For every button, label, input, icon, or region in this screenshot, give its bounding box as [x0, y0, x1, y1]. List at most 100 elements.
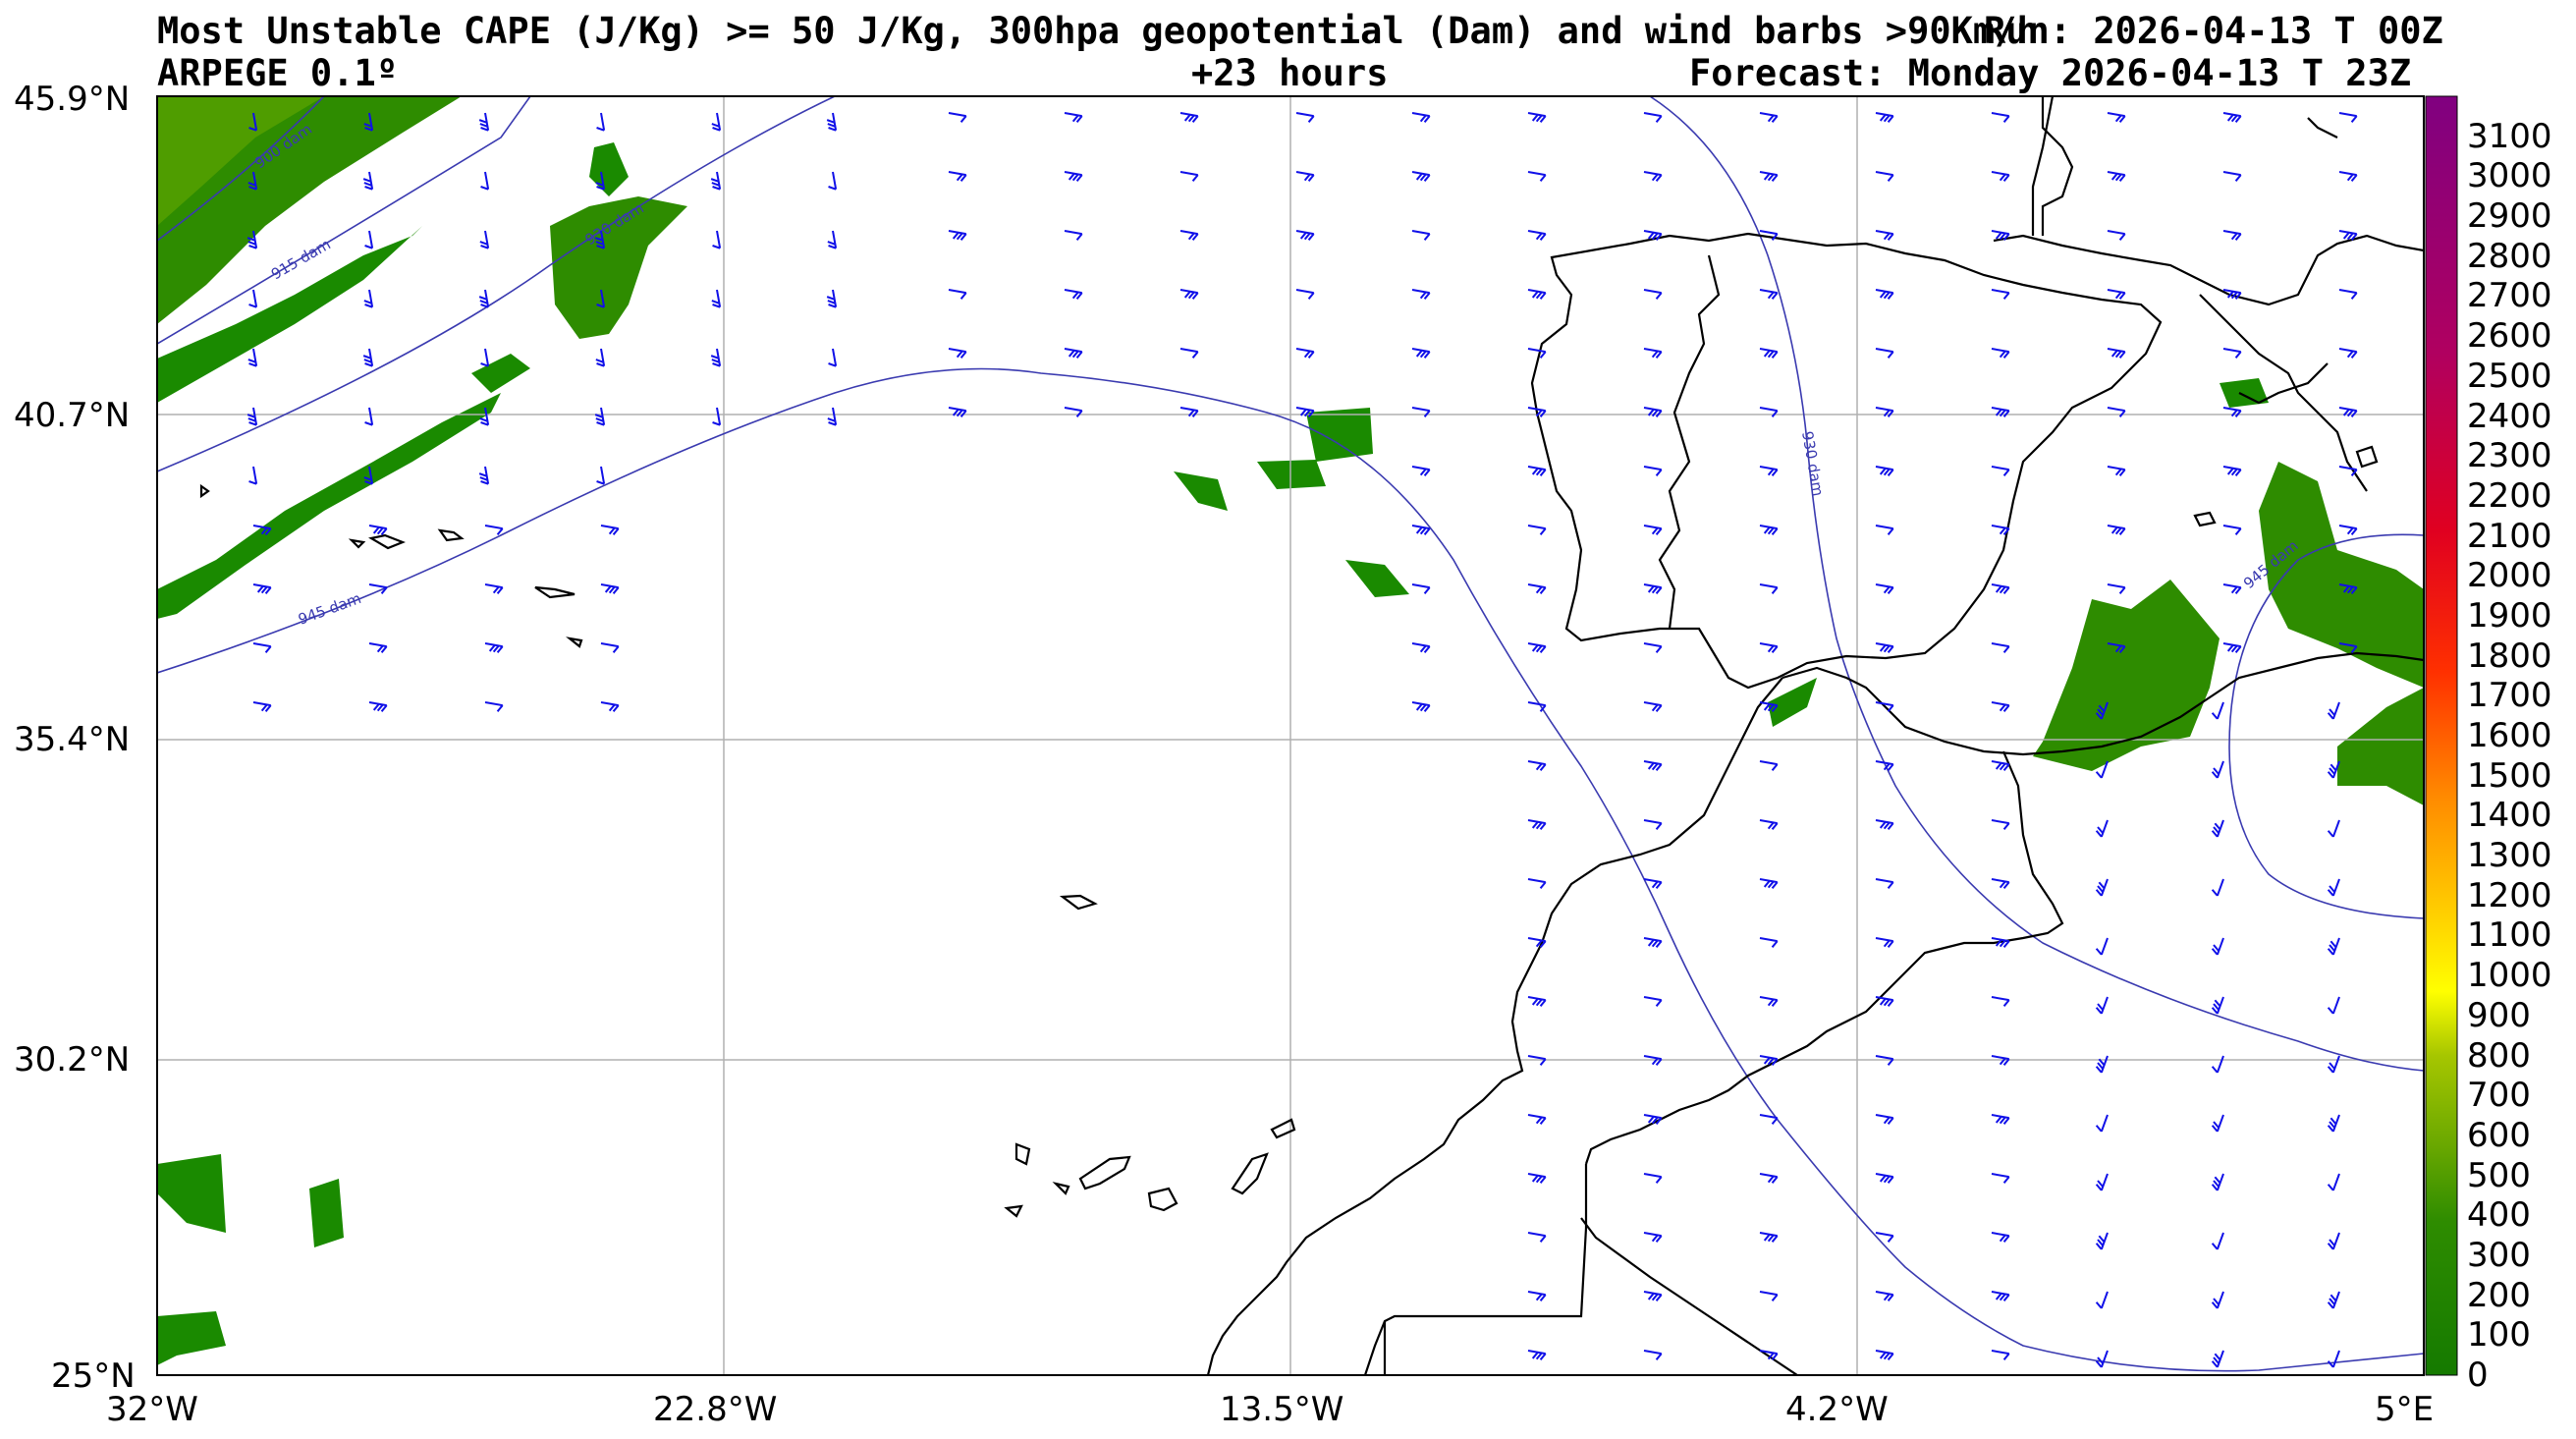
colorbar-tick-label: 200	[2467, 1275, 2531, 1315]
wind-barb	[2222, 289, 2242, 300]
wind-barb	[252, 525, 272, 535]
wind-barb	[1527, 642, 1547, 653]
colorbar-tick-label: 2200	[2467, 475, 2552, 516]
wind-barb	[1991, 1350, 2010, 1360]
wind-barb	[2107, 642, 2126, 653]
wind-barb	[1991, 760, 2010, 771]
wind-barb	[2222, 525, 2242, 535]
wind-barb	[1991, 348, 2010, 359]
colorbar-tick-label: 1100	[2467, 915, 2552, 956]
wind-barb	[1643, 171, 1663, 182]
wind-barb	[826, 112, 838, 132]
wind-barb	[1875, 112, 1894, 123]
wind-barb	[1643, 289, 1663, 300]
wind-barb	[1875, 583, 1894, 594]
colorbar-tick-label: 500	[2467, 1155, 2531, 1195]
wind-barb	[368, 583, 388, 594]
wind-barb	[2211, 878, 2224, 897]
wind-barb	[1527, 230, 1547, 241]
wind-barb	[2327, 1055, 2340, 1074]
colorbar-tick-label: 1000	[2467, 956, 2552, 996]
wind-barb	[1643, 407, 1663, 417]
wind-barb	[2222, 348, 2242, 359]
wind-barb	[2211, 1055, 2224, 1074]
wind-barb	[1991, 407, 2010, 417]
wind-barb	[1411, 583, 1431, 594]
wind-barb	[1875, 760, 1894, 771]
wind-barb	[1875, 1114, 1894, 1125]
wind-barb	[712, 230, 722, 249]
wind-barb	[1064, 230, 1083, 241]
wind-barb	[1527, 583, 1547, 594]
wind-barb	[247, 230, 258, 249]
wind-barb	[1527, 1114, 1547, 1125]
wind-barb	[1875, 230, 1894, 241]
wind-barb	[1643, 1350, 1663, 1360]
wind-barb	[1759, 289, 1779, 300]
lat-label: 45.9°N	[14, 80, 131, 119]
wind-barb	[363, 466, 374, 485]
colorbar-tick-label: 1900	[2467, 595, 2552, 636]
wind-barb	[1527, 407, 1547, 417]
wind-barb	[478, 466, 490, 485]
wind-barb	[2338, 348, 2358, 359]
wind-barb	[1643, 701, 1663, 712]
wind-barb	[1875, 878, 1894, 889]
wind-barb	[2095, 1173, 2109, 1191]
wind-barb	[2338, 112, 2358, 123]
wind-barb	[2338, 642, 2358, 653]
wind-barb	[1875, 1173, 1894, 1184]
wind-barb	[2107, 525, 2126, 535]
wind-barb	[1295, 289, 1315, 300]
wind-barb	[1527, 1350, 1547, 1360]
wind-barb	[1411, 112, 1431, 123]
wind-barb	[363, 289, 374, 308]
wind-barb	[1527, 289, 1547, 300]
wind-barb	[1875, 642, 1894, 653]
wind-barb	[948, 230, 967, 241]
wind-barb	[1991, 1232, 2010, 1243]
contour-labels: 900 dam 915 dam 930 dam 945 dam 930 dam …	[251, 120, 2302, 629]
wind-barb	[2211, 1291, 2224, 1309]
wind-barb	[1643, 819, 1663, 830]
wind-barb	[1991, 112, 2010, 123]
wind-barb	[1527, 466, 1547, 476]
wind-barb	[478, 289, 490, 308]
colorbar	[2425, 95, 2458, 1376]
wind-barb	[594, 230, 606, 249]
wind-barb	[1411, 642, 1431, 653]
wind-barb	[1179, 112, 1199, 123]
wind-barb	[368, 525, 388, 535]
wind-barb	[594, 407, 606, 426]
wind-barb	[2211, 1232, 2224, 1250]
wind-barb	[1875, 525, 1894, 535]
wind-barb	[1527, 878, 1547, 889]
wind-barb	[1991, 230, 2010, 241]
colorbar-tick-label: 300	[2467, 1235, 2531, 1275]
wind-barb	[1759, 466, 1779, 476]
wind-barb	[1527, 760, 1547, 771]
wind-barb	[1991, 819, 2010, 830]
wind-barb	[2327, 878, 2340, 897]
wind-barb	[1759, 701, 1779, 712]
wind-barb	[1527, 1173, 1547, 1184]
wind-barb	[247, 407, 258, 426]
wind-barb	[2327, 996, 2340, 1015]
colorbar-tick-label: 2300	[2467, 436, 2552, 476]
wind-barb	[1643, 1173, 1663, 1184]
wind-barb	[480, 171, 490, 191]
colorbar-tick-label: 3100	[2467, 116, 2552, 156]
wind-barb	[948, 112, 967, 123]
wind-barb	[2095, 1350, 2109, 1368]
lon-label: 4.2°W	[1785, 1390, 1889, 1429]
wind-barb	[1411, 348, 1431, 359]
wind-barb	[1759, 996, 1779, 1007]
wind-barb	[2327, 701, 2340, 720]
colorbar-tick-label: 2700	[2467, 276, 2552, 316]
wind-barb	[479, 230, 490, 249]
colorbar-tick-label: 600	[2467, 1115, 2531, 1155]
wind-barb	[1179, 171, 1199, 182]
wind-barb	[1759, 1291, 1779, 1301]
wind-barb	[1991, 171, 2010, 182]
